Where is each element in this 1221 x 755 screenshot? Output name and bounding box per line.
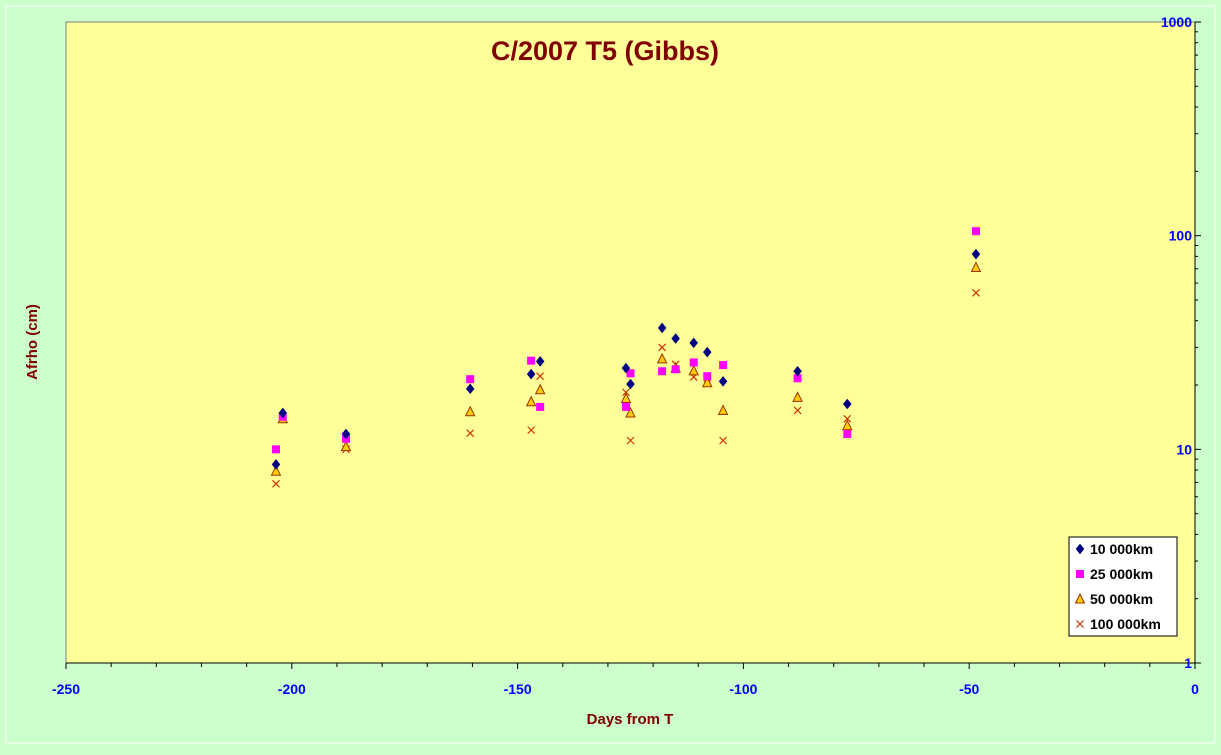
data-point-triangle	[717, 404, 729, 415]
data-point-triangle	[792, 391, 803, 402]
chart-title: C/2007 T5 (Gibbs)	[491, 36, 719, 66]
data-point-diamond	[718, 375, 728, 387]
data-point-triangle	[656, 352, 668, 364]
data-point-square	[689, 358, 698, 367]
y-tick-label: 1	[1184, 655, 1192, 671]
data-point-x	[626, 436, 635, 445]
data-point-diamond	[621, 362, 631, 374]
legend-marker-x	[1076, 620, 1084, 628]
legend-label: 25 000km	[1090, 566, 1153, 582]
data-point-diamond	[341, 428, 351, 440]
points-layer	[270, 227, 982, 488]
data-point-square	[671, 365, 680, 374]
data-point-square	[536, 402, 545, 411]
data-point-x	[843, 414, 852, 423]
data-point-x	[466, 429, 475, 438]
data-point-triangle	[701, 376, 713, 388]
data-point-diamond	[626, 378, 635, 390]
data-point-triangle	[970, 261, 982, 272]
y-tick-label: 1000	[1161, 14, 1192, 30]
data-point-triangle	[620, 392, 632, 403]
data-point-x	[536, 372, 545, 381]
data-point-square	[527, 356, 536, 365]
data-point-diamond	[671, 333, 680, 344]
data-point-x	[793, 406, 802, 415]
plot-area	[65, 21, 1196, 664]
x-tick-label: -100	[729, 681, 757, 697]
x-tick-label: -200	[278, 681, 306, 697]
x-tick-label: -50	[959, 681, 979, 697]
data-point-diamond	[971, 248, 981, 260]
data-point-diamond	[278, 407, 288, 419]
legend-label: 100 000km	[1090, 616, 1161, 632]
data-point-diamond	[793, 365, 802, 377]
data-point-square	[719, 361, 728, 370]
data-point-x	[622, 388, 630, 397]
data-point-triangle	[464, 405, 476, 417]
legend: 10 000km 25 000km 50 000km 100 000km	[1068, 536, 1178, 637]
data-point-square	[626, 369, 635, 378]
data-point-diamond	[526, 368, 536, 380]
data-point-square	[466, 375, 475, 384]
data-point-triangle	[841, 419, 853, 431]
series-diamond	[271, 248, 981, 470]
data-point-diamond	[842, 398, 852, 410]
legend-label: 10 000km	[1090, 541, 1153, 557]
data-point-triangle	[525, 395, 537, 407]
legend-label: 50 000km	[1090, 591, 1153, 607]
data-point-square	[658, 367, 667, 376]
y-tick-label: 10	[1176, 441, 1192, 457]
y-axis-label: Afrho (cm)	[24, 304, 41, 380]
outer-frame	[5, 5, 1216, 744]
data-point-diamond	[689, 337, 699, 349]
data-point-square	[621, 402, 630, 411]
data-point-x	[527, 426, 536, 435]
data-point-x	[272, 479, 280, 488]
data-point-triangle	[688, 364, 700, 376]
data-point-triangle	[270, 465, 282, 476]
y-tick-label: 100	[1169, 228, 1193, 244]
data-point-triangle	[534, 383, 546, 395]
x-axis-label: Days from T	[587, 711, 674, 728]
data-point-triangle	[625, 406, 636, 418]
data-point-square	[971, 227, 980, 236]
x-tick-label: -250	[52, 681, 80, 697]
legend-box	[1068, 536, 1178, 637]
legend-marker-triangle	[1074, 592, 1086, 604]
data-point-x	[658, 343, 667, 352]
legend-marker-diamond	[1075, 543, 1085, 555]
axes-layer: -250 -200 -150 -100 -50 0 1 10 100 1000	[52, 14, 1201, 697]
data-point-square	[843, 429, 852, 438]
series-square	[271, 227, 980, 454]
legend-marker-square	[1076, 570, 1084, 578]
data-point-diamond	[657, 322, 667, 334]
data-point-x	[972, 288, 980, 297]
x-tick-label: -150	[504, 681, 532, 697]
data-point-diamond	[535, 355, 545, 367]
data-point-diamond	[271, 459, 281, 470]
data-point-square	[793, 374, 802, 383]
data-point-x	[719, 436, 728, 445]
data-point-diamond	[465, 383, 475, 395]
data-point-diamond	[702, 346, 712, 358]
data-point-triangle	[340, 440, 352, 452]
data-point-square	[271, 445, 280, 454]
data-point-square	[703, 372, 712, 381]
x-tick-label: 0	[1191, 681, 1199, 697]
